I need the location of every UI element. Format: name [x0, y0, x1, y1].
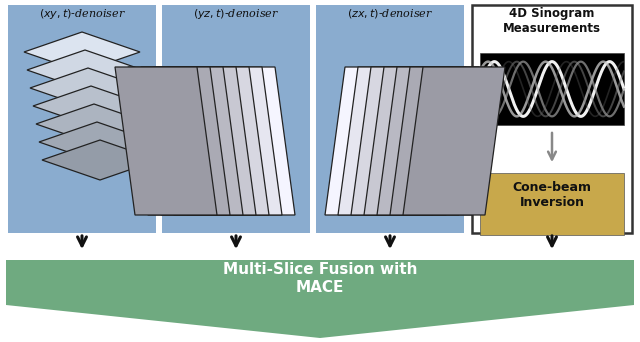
Polygon shape	[36, 104, 152, 144]
Text: $(xy,t)$-denoiser: $(xy,t)$-denoiser	[38, 7, 125, 21]
Polygon shape	[42, 140, 158, 180]
Text: Multi-Slice Fusion with
MACE: Multi-Slice Fusion with MACE	[223, 262, 417, 295]
Bar	[316, 5, 464, 233]
Bar	[480, 53, 624, 125]
Polygon shape	[193, 67, 295, 215]
Polygon shape	[30, 68, 146, 108]
Polygon shape	[364, 67, 466, 215]
Bar	[480, 173, 624, 235]
Text: $(zx,t)$-denoiser: $(zx,t)$-denoiser	[347, 7, 433, 20]
Polygon shape	[115, 67, 217, 215]
Text: 4D Sinogram
Measurements: 4D Sinogram Measurements	[503, 7, 601, 35]
Polygon shape	[33, 86, 149, 126]
Polygon shape	[338, 67, 440, 215]
Polygon shape	[6, 260, 634, 338]
Polygon shape	[128, 67, 230, 215]
Polygon shape	[141, 67, 243, 215]
Polygon shape	[154, 67, 256, 215]
Polygon shape	[27, 50, 143, 90]
Polygon shape	[180, 67, 282, 215]
Polygon shape	[24, 32, 140, 72]
Text: $(yz,t)$-denoiser: $(yz,t)$-denoiser	[193, 7, 279, 21]
Polygon shape	[390, 67, 492, 215]
Polygon shape	[351, 67, 453, 215]
Bar	[8, 5, 156, 233]
Polygon shape	[39, 122, 155, 162]
Polygon shape	[377, 67, 479, 215]
Text: Cone-beam
Inversion: Cone-beam Inversion	[513, 181, 591, 209]
Polygon shape	[325, 67, 427, 215]
Polygon shape	[167, 67, 269, 215]
FancyBboxPatch shape	[472, 5, 632, 233]
Polygon shape	[403, 67, 505, 215]
Bar	[162, 5, 310, 233]
